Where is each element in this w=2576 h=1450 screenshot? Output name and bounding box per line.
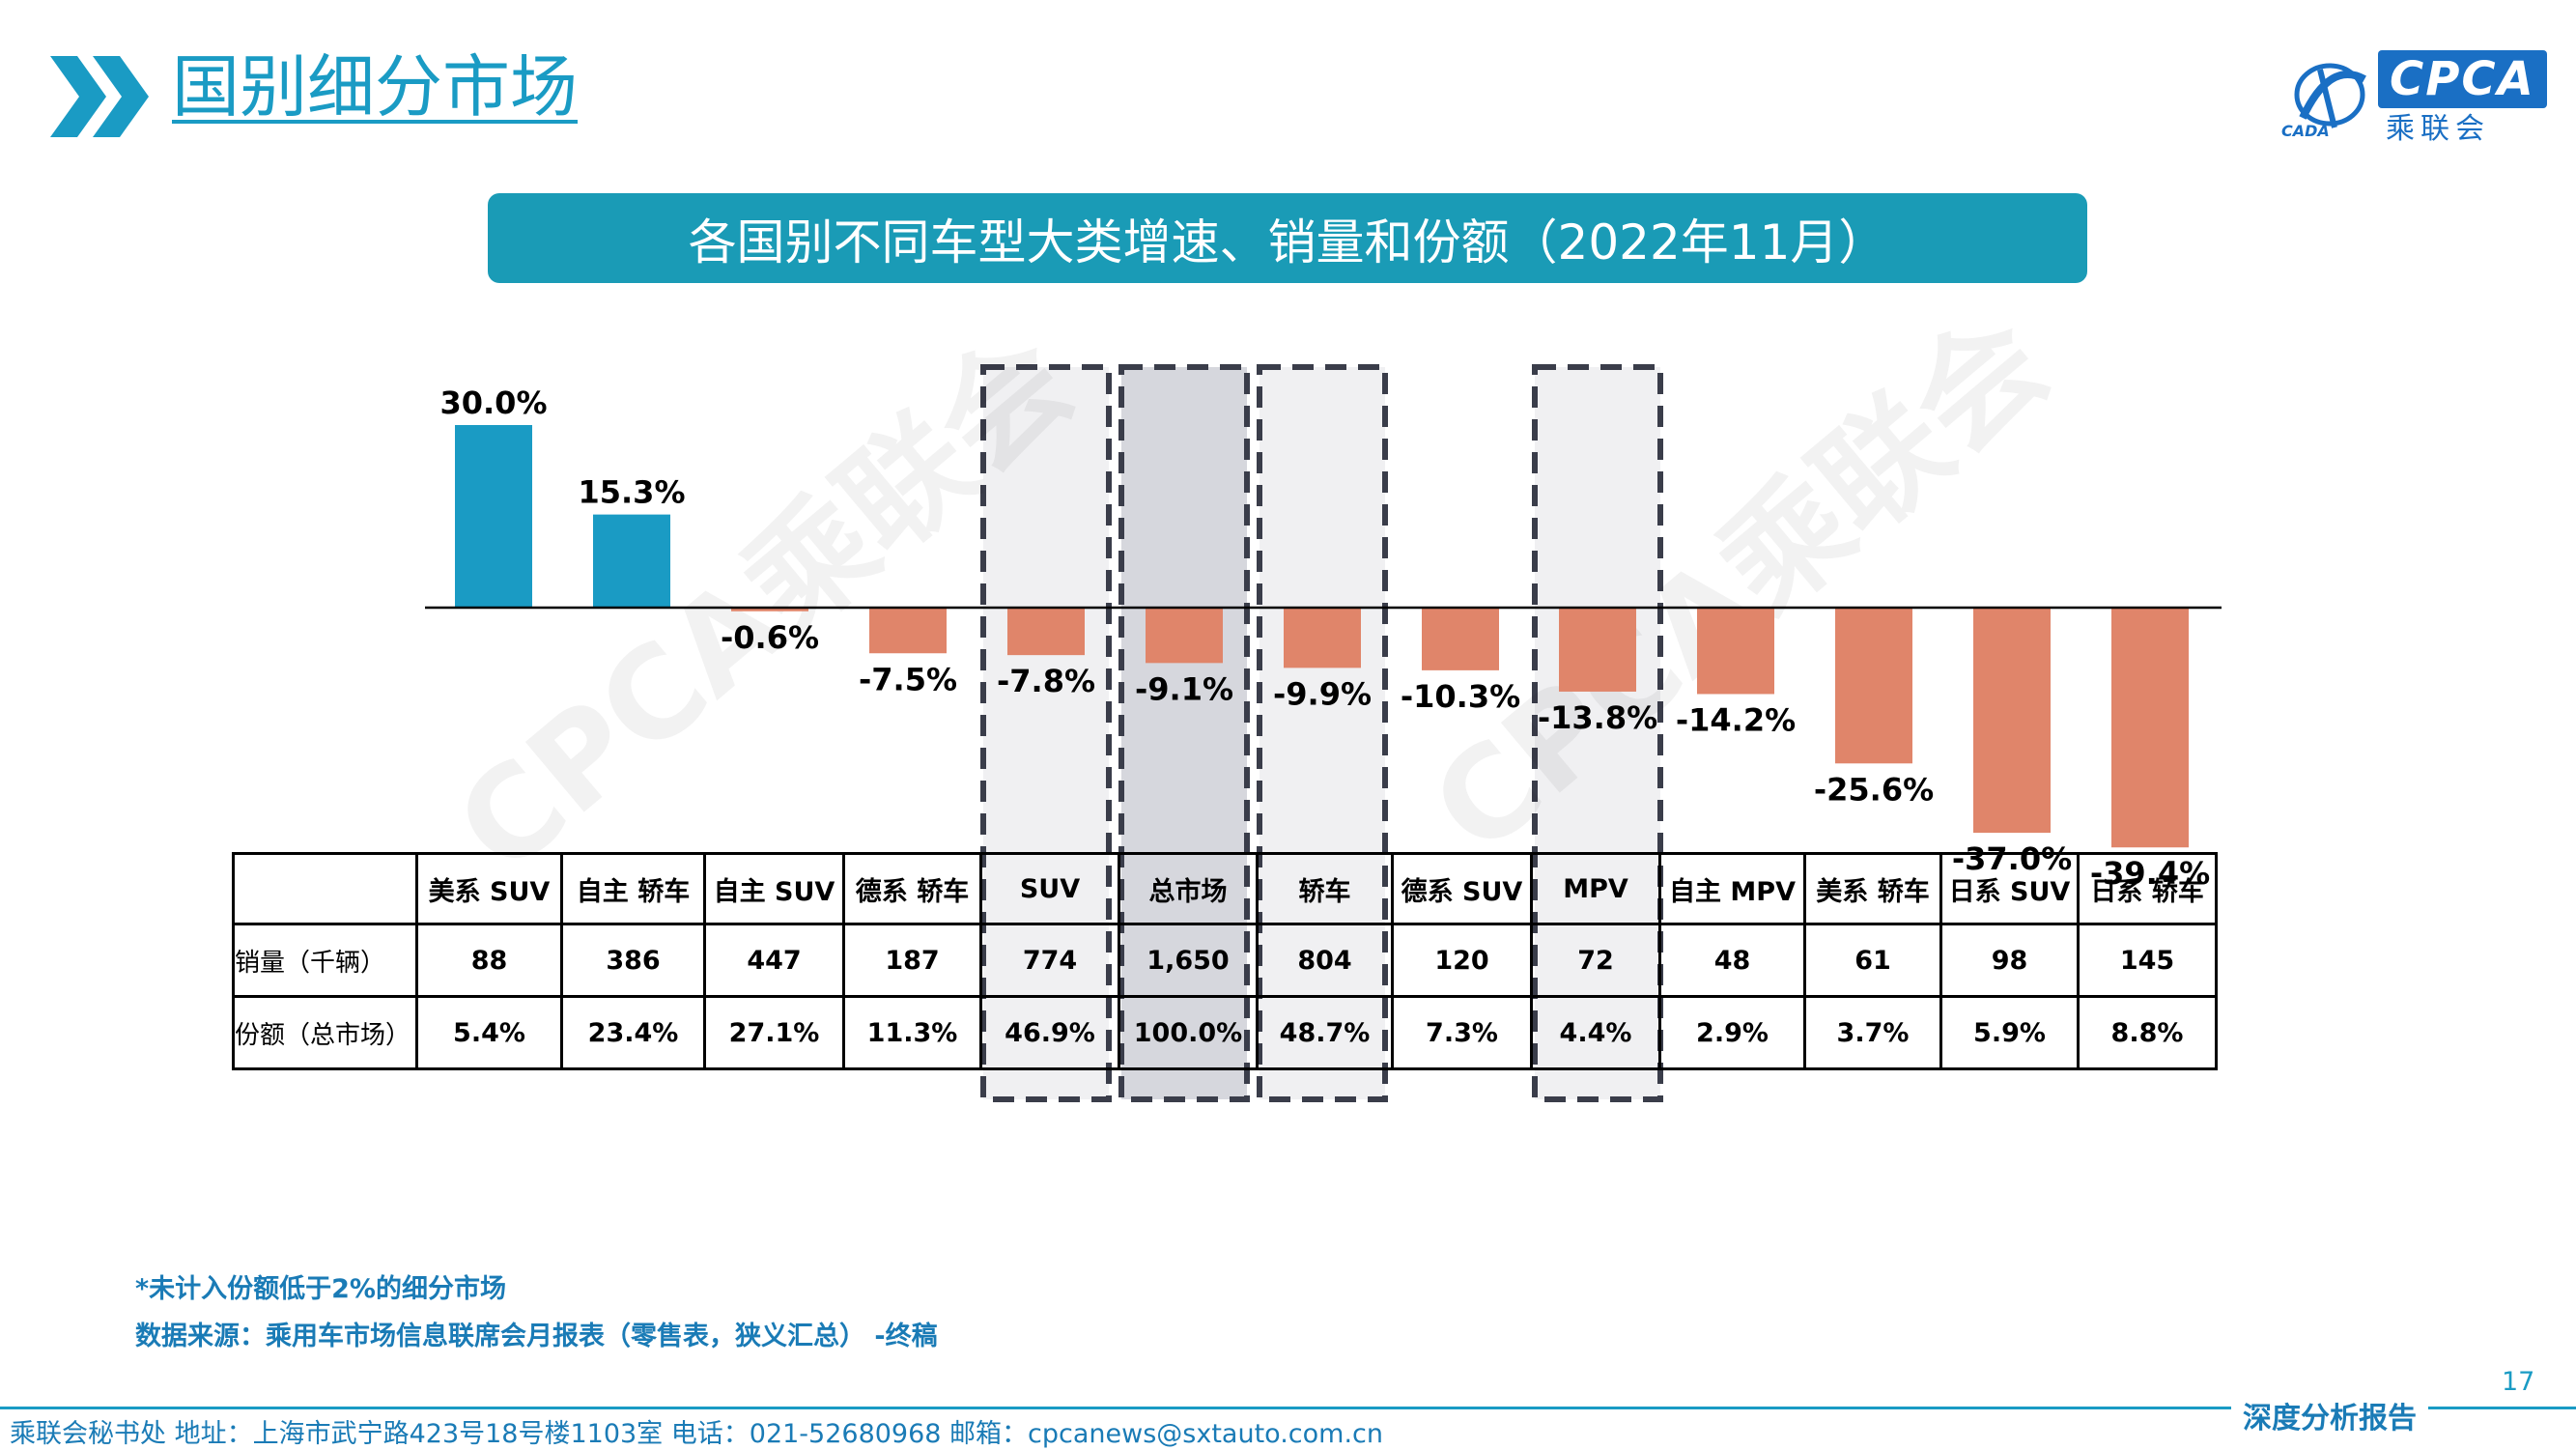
sales-cell: 774 (979, 923, 1120, 998)
sales-cell: 447 (703, 923, 845, 998)
data-label: -7.8% (997, 663, 1095, 699)
share-cell: 7.3% (1391, 995, 1533, 1070)
bars (455, 425, 2189, 848)
row-label: 份额（总市场） (232, 995, 418, 1070)
sales-cell: 386 (560, 923, 706, 998)
table-header-cell: 总市场 (1118, 852, 1259, 925)
data-label: -9.1% (1135, 670, 1233, 707)
logo-subtext: 乘联会 (2386, 112, 2490, 146)
bar (1697, 608, 1774, 695)
logo-text: CPCA (2378, 50, 2547, 108)
share-cell: 27.1% (703, 995, 845, 1070)
table-header-cell: SUV (979, 852, 1120, 925)
bar (1559, 608, 1636, 692)
notes: *未计入份额低于2%的细分市场 数据来源：乘用车市场信息联席会月报表（零售表，狭… (135, 1265, 938, 1360)
share-cell: 5.9% (1939, 995, 2080, 1070)
table-row: 销量（千辆） 88 386 447 187 774 1,650 804 120 72 48 61 98… (232, 923, 2218, 998)
table-corner-cell (232, 852, 418, 925)
table-header-cell: 轿车 (1256, 852, 1394, 925)
sales-cell: 98 (1939, 923, 2080, 998)
sales-cell: 804 (1256, 923, 1394, 998)
bar (1422, 608, 1499, 670)
bar (1835, 608, 1912, 764)
chevron-double-icon (50, 56, 149, 137)
chart-banner: 各国别不同车型大类增速、销量和份额（2022年11月） (488, 193, 2087, 283)
share-cell: 2.9% (1658, 995, 1806, 1070)
data-source: 数据来源：乘用车市场信息联席会月报表（零售表，狭义汇总） -终稿 (135, 1322, 938, 1351)
sales-cell: 187 (842, 923, 982, 998)
sales-cell: 120 (1391, 923, 1533, 998)
data-label: 30.0% (439, 384, 547, 421)
cpca-logo: CADA (2281, 50, 2533, 147)
row-label: 销量（千辆） (232, 923, 418, 998)
sales-cell: 88 (415, 923, 563, 998)
sales-cell: 145 (2077, 923, 2218, 998)
table-header-cell: 日系 轿车 (2077, 852, 2218, 925)
page-number: 17 (2502, 1367, 2535, 1397)
bar (593, 514, 670, 608)
table-header-cell: 美系 SUV (415, 852, 563, 925)
data-label: -9.9% (1273, 675, 1372, 712)
table-header-cell: 日系 SUV (1939, 852, 2080, 925)
footer-divider (0, 1407, 2576, 1409)
logo-mark: CADA (2281, 122, 2330, 140)
table-header-cell: 自主 MPV (1658, 852, 1806, 925)
table-header-cell: MPV (1530, 852, 1661, 925)
sales-cell: 1,650 (1118, 923, 1259, 998)
data-label: -14.2% (1676, 701, 1796, 738)
report-label: 深度分析报告 (2231, 1394, 2428, 1436)
bar (731, 608, 808, 611)
bar (1007, 608, 1085, 656)
table-header-cell: 德系 SUV (1391, 852, 1533, 925)
data-label: 15.3% (578, 474, 685, 511)
note-excluded: *未计入份额低于2%的细分市场 (135, 1274, 506, 1304)
page-title: 国别细分市场 (172, 47, 578, 127)
table-header-cell: 自主 轿车 (560, 852, 706, 925)
share-cell: 11.3% (842, 995, 982, 1070)
footer-contact: 乘联会秘书处 地址：上海市武宁路423号18号楼1103室 电话：021-526… (10, 1419, 1384, 1449)
banner-text: 各国别不同车型大类增速、销量和份额（2022年11月） (688, 213, 1887, 270)
table-row: 份额（总市场） 5.4% 23.4% 27.1% 11.3% 46.9% 100.0% 48… (232, 995, 2218, 1070)
watermark: CPCA乘联会 CPCA乘联会 (430, 288, 2075, 902)
table-header-cell: 自主 SUV (703, 852, 845, 925)
share-cell: 4.4% (1530, 995, 1661, 1070)
share-cell: 23.4% (560, 995, 706, 1070)
globe-logo-icon (2294, 63, 2366, 128)
share-cell: 5.4% (415, 995, 563, 1070)
share-cell: 8.8% (2077, 995, 2218, 1070)
sales-cell: 48 (1658, 923, 1806, 998)
bar (1284, 608, 1361, 668)
table-header-cell: 美系 轿车 (1803, 852, 1942, 925)
data-label: -0.6% (721, 619, 819, 656)
bar (2111, 608, 2189, 848)
data-label: -25.6% (1814, 771, 1934, 808)
share-cell: 3.7% (1803, 995, 1942, 1070)
bar (455, 425, 532, 608)
data-label: -13.8% (1538, 699, 1657, 736)
share-cell: 48.7% (1256, 995, 1394, 1070)
data-label: -7.5% (859, 661, 957, 697)
bar (1146, 608, 1223, 664)
table-header-row: 美系 SUV 自主 轿车 自主 SUV 德系 轿车 SUV 总市场 轿车 德系 SUV MPV 自… (232, 852, 2218, 925)
table-header-cell: 德系 轿车 (842, 852, 982, 925)
bar (869, 608, 947, 654)
data-table: 美系 SUV 自主 轿车 自主 SUV 德系 轿车 SUV 总市场 轿车 德系 SUV MPV 自… (232, 852, 2218, 1070)
share-cell: 100.0% (1118, 995, 1259, 1070)
data-label: -10.3% (1401, 678, 1520, 715)
sales-cell: 61 (1803, 923, 1942, 998)
share-cell: 46.9% (979, 995, 1120, 1070)
bar (1973, 608, 2051, 834)
sales-cell: 72 (1530, 923, 1661, 998)
